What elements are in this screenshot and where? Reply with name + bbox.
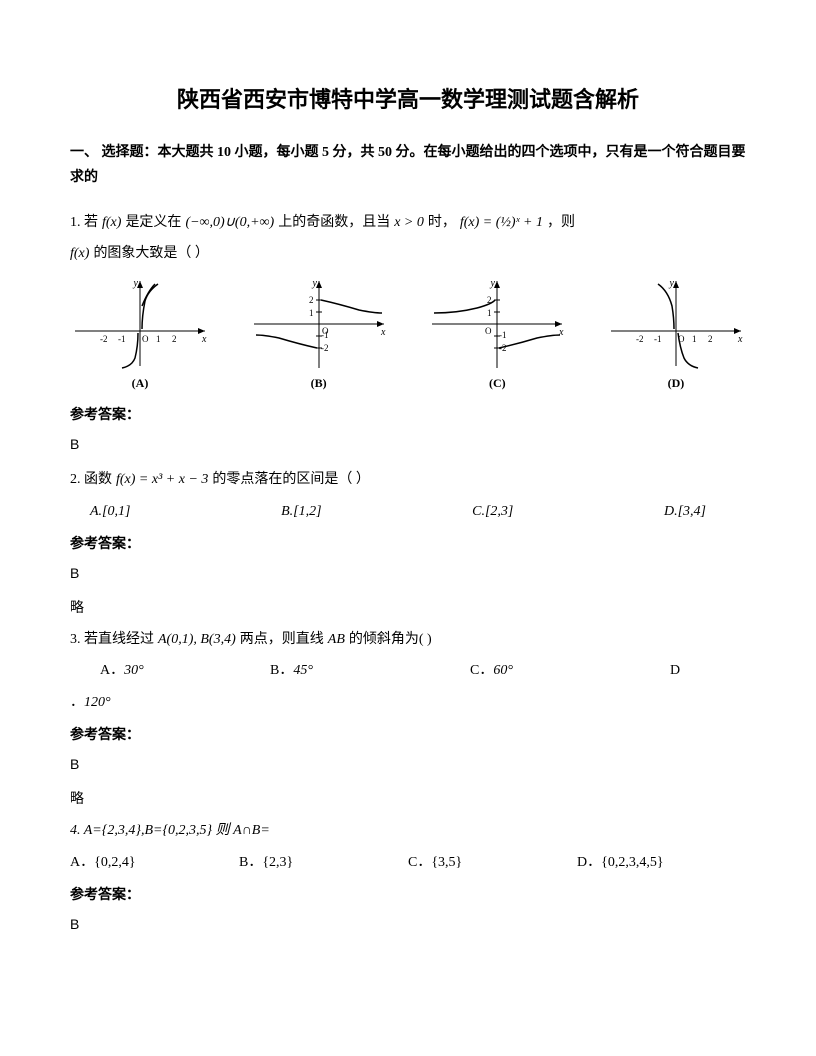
svg-text:1: 1 — [156, 334, 161, 344]
q3-d-val: 120° — [84, 695, 111, 710]
q3-opt-d-letter: D — [670, 658, 710, 683]
section-heading: 一、 选择题：本大题共 10 小题，每小题 5 分，共 50 分。在每小题给出的… — [70, 140, 746, 190]
svg-text:2: 2 — [309, 295, 314, 305]
q4-options: A．{0,2,4} B．{2,3} C．{3,5} D．{0,2,3,4,5} — [70, 850, 746, 875]
q1-t5: 的图象大致是（ ） — [93, 241, 209, 266]
svg-text:y: y — [133, 278, 139, 289]
svg-text:-1: -1 — [499, 330, 507, 340]
graph-b-label: (B) — [249, 373, 389, 395]
svg-text:1: 1 — [487, 308, 492, 318]
q3-a-pre: A． — [100, 663, 124, 678]
q3-options: A．30° B．45° C．60° D — [70, 658, 746, 683]
q1-t4: ，则 — [547, 210, 575, 235]
question-1: 1. 若 f(x) 是定义在 (−∞,0)∪(0,+∞) 上的奇函数，且当 x … — [70, 210, 746, 235]
q2-opt-b: B.[1,2] — [281, 499, 321, 524]
q3-opt-d-line2: ．120° — [70, 690, 746, 715]
q1-cond: x > 0 — [394, 210, 424, 235]
q3-opt-a: A．30° — [100, 658, 270, 683]
q3-t2: 的倾斜角为( ) — [349, 627, 432, 652]
svg-text:1: 1 — [309, 308, 314, 318]
q3-c-val: 60° — [493, 663, 513, 678]
q1-answer-label: 参考答案： — [70, 403, 746, 428]
q2-opt-d: D.[3,4] — [664, 499, 706, 524]
q3-b-pre: B． — [270, 663, 293, 678]
q3-d-dot: ． — [70, 695, 84, 710]
q2-options: A.[0,1] B.[1,2] C.[2,3] D.[3,4] — [70, 499, 746, 524]
q3-opt-c: C．60° — [470, 658, 670, 683]
svg-text:2: 2 — [708, 334, 713, 344]
svg-text:O: O — [485, 326, 492, 336]
q1-domain: (−∞,0)∪(0,+∞) — [185, 210, 274, 235]
page-title: 陕西省西安市博特中学高一数学理测试题含解析 — [70, 80, 746, 120]
q3-answer-label: 参考答案： — [70, 723, 746, 748]
svg-text:x: x — [380, 327, 386, 338]
q2-answer-label: 参考答案： — [70, 532, 746, 557]
q1-t1: 是定义在 — [125, 210, 181, 235]
q4-text: 4. A={2,3,4},B={0,2,3,5} 则 A∩B= — [70, 818, 270, 843]
svg-text:y: y — [311, 278, 317, 289]
q2-t1: 的零点落在的区间是（ ） — [212, 467, 370, 492]
q2-brief: 略 — [70, 596, 746, 621]
q1-t2: 上的奇函数，且当 — [278, 210, 390, 235]
question-1-line2: f(x) 的图象大致是（ ） — [70, 241, 746, 266]
svg-text:x: x — [558, 327, 564, 338]
q1-fx2: f(x) — [70, 241, 89, 266]
q4-opt-d: D．{0,2,3,4,5} — [577, 850, 746, 875]
svg-text:-2: -2 — [636, 334, 644, 344]
q2-opt-c: C.[2,3] — [472, 499, 513, 524]
q4-answer: B — [70, 912, 746, 937]
q1-answer: B — [70, 432, 746, 457]
q4-opt-a: A．{0,2,4} — [70, 850, 239, 875]
graph-d: y x -2-1 O 12 (D) — [606, 276, 746, 395]
question-4: 4. A={2,3,4},B={0,2,3,5} 则 A∩B= — [70, 818, 746, 843]
q3-a-val: 30° — [124, 663, 144, 678]
q3-brief: 略 — [70, 787, 746, 812]
svg-text:y: y — [669, 278, 675, 289]
q3-d-pre: D — [670, 663, 680, 678]
q3-c-pre: C． — [470, 663, 493, 678]
graph-b: y x 21 -1-2 O (B) — [249, 276, 389, 395]
svg-text:x: x — [201, 334, 207, 345]
q3-ab: AB — [328, 627, 345, 652]
svg-text:2: 2 — [172, 334, 177, 344]
svg-text:-1: -1 — [118, 334, 126, 344]
q2-expr: f(x) = x³ + x − 3 — [116, 467, 208, 492]
graph-c: y x 21 -1-2 O (C) — [427, 276, 567, 395]
q3-answer: B — [70, 752, 746, 777]
question-2: 2. 函数 f(x) = x³ + x − 3 的零点落在的区间是（ ） — [70, 467, 746, 492]
q3-opt-b: B．45° — [270, 658, 470, 683]
q2-opt-a: A.[0,1] — [90, 499, 130, 524]
svg-text:y: y — [490, 278, 496, 289]
q4-answer-label: 参考答案： — [70, 883, 746, 908]
svg-text:O: O — [142, 334, 149, 344]
q4-opt-b: B．{2,3} — [239, 850, 408, 875]
q3-b-val: 45° — [293, 663, 313, 678]
q1-prefix: 1. 若 — [70, 210, 98, 235]
graph-a-label: (A) — [70, 373, 210, 395]
q1-expr: f(x) = (½)ˣ + 1 — [460, 210, 543, 235]
svg-text:-2: -2 — [321, 343, 329, 353]
q3-t1: 两点，则直线 — [240, 627, 324, 652]
q2-answer: B — [70, 561, 746, 586]
q1-fx: f(x) — [102, 210, 121, 235]
svg-text:-2: -2 — [100, 334, 108, 344]
q1-t3: 时， — [428, 210, 456, 235]
question-3: 3. 若直线经过 A(0,1), B(3,4) 两点，则直线 AB 的倾斜角为(… — [70, 627, 746, 652]
q2-prefix: 2. 函数 — [70, 467, 112, 492]
svg-text:1: 1 — [692, 334, 697, 344]
svg-text:x: x — [737, 334, 743, 345]
q1-graphs: y x -2 -1 O 1 2 (A) y x 2 1 -1 -2 O — [70, 276, 746, 395]
graph-d-label: (D) — [606, 373, 746, 395]
svg-text:O: O — [322, 326, 329, 336]
q4-opt-c: C．{3,5} — [408, 850, 577, 875]
q3-pts: A(0,1), B(3,4) — [158, 627, 236, 652]
svg-text:-1: -1 — [654, 334, 662, 344]
graph-c-label: (C) — [427, 373, 567, 395]
graph-a: y x -2 -1 O 1 2 (A) — [70, 276, 210, 395]
q3-prefix: 3. 若直线经过 — [70, 627, 154, 652]
